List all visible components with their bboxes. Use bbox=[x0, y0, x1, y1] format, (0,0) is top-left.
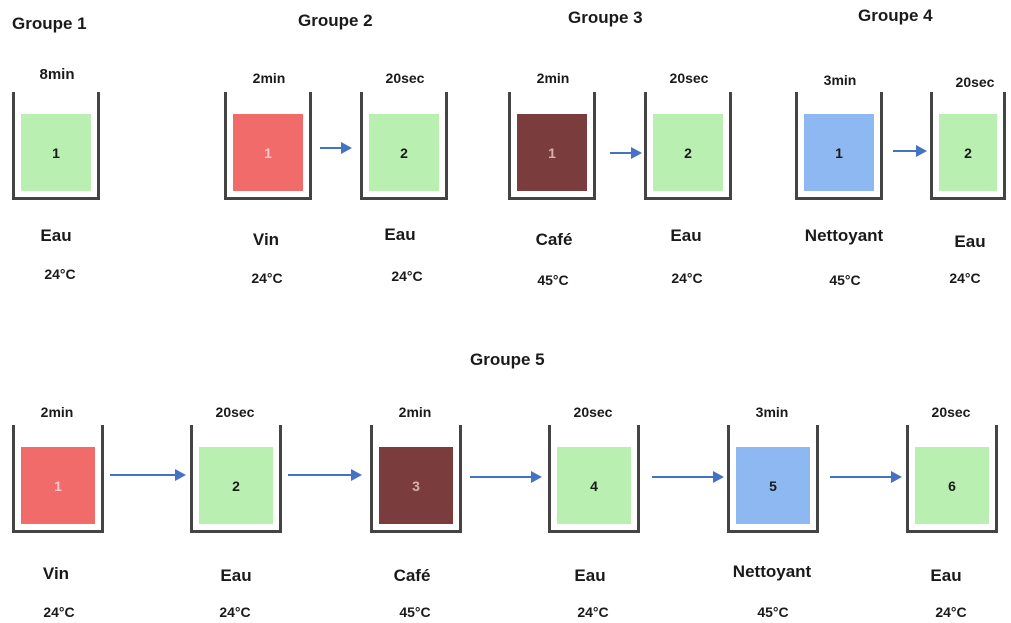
g5-beaker-4-number: 4 bbox=[590, 478, 598, 494]
g3-beaker-2: 2 bbox=[644, 92, 732, 200]
group-5-title: Groupe 5 bbox=[470, 350, 545, 370]
g4-beaker-2-temp: 24°C bbox=[920, 270, 1010, 286]
g2-beaker-2-liquid: Eau bbox=[330, 225, 470, 245]
g5-beaker-2: 2 bbox=[190, 425, 282, 533]
g2-beaker-1-liquid: Vin bbox=[196, 230, 336, 250]
g5-beaker-6-number: 6 bbox=[948, 478, 956, 494]
g3-beaker-2-number: 2 bbox=[684, 145, 692, 161]
g2-beaker-1: 1 bbox=[224, 92, 312, 200]
g5-beaker-1-liquid-fill: 1 bbox=[21, 447, 95, 524]
g1-beaker-1-number: 1 bbox=[52, 145, 60, 161]
g4-beaker-2-liquid: Eau bbox=[900, 232, 1011, 252]
g3-beaker-2-time: 20sec bbox=[644, 70, 734, 86]
g2-beaker-1-liquid-fill: 1 bbox=[233, 114, 303, 191]
g4-beaker-2-time: 20sec bbox=[930, 74, 1011, 90]
g4-beaker-1-temp: 45°C bbox=[800, 272, 890, 288]
g3-beaker-2-temp: 24°C bbox=[642, 270, 732, 286]
g4-beaker-1-number: 1 bbox=[835, 145, 843, 161]
g4-beaker-2-number: 2 bbox=[964, 145, 972, 161]
g1-beaker-1: 1 bbox=[12, 92, 100, 200]
g5-beaker-5: 5 bbox=[727, 425, 819, 533]
g1-beaker-1-liquid-fill: 1 bbox=[21, 114, 91, 191]
group-2-title: Groupe 2 bbox=[298, 11, 373, 31]
g5-arrow-2 bbox=[288, 468, 362, 482]
g5-beaker-2-liquid: Eau bbox=[166, 566, 306, 586]
group-3-title: Groupe 3 bbox=[568, 8, 643, 28]
g5-beaker-1-liquid: Vin bbox=[0, 564, 126, 584]
g1-beaker-1-temp: 24°C bbox=[15, 266, 105, 282]
g5-arrow-3 bbox=[470, 470, 542, 484]
g5-beaker-6-liquid-fill: 6 bbox=[915, 447, 989, 524]
g5-beaker-5-liquid-fill: 5 bbox=[736, 447, 810, 524]
g2-beaker-1-temp: 24°C bbox=[222, 270, 312, 286]
g2-arrow-1 bbox=[320, 141, 352, 155]
g4-beaker-1: 1 bbox=[795, 92, 883, 200]
g2-beaker-1-time: 2min bbox=[224, 70, 314, 86]
g5-beaker-2-temp: 24°C bbox=[190, 604, 280, 620]
g5-beaker-1-temp: 24°C bbox=[14, 604, 104, 620]
g5-beaker-3-liquid-fill: 3 bbox=[379, 447, 453, 524]
g5-beaker-5-time: 3min bbox=[727, 404, 817, 420]
g5-arrow-1 bbox=[110, 468, 186, 482]
g3-beaker-2-liquid: Eau bbox=[616, 226, 756, 246]
g3-arrow-1 bbox=[610, 146, 642, 160]
g5-beaker-6: 6 bbox=[906, 425, 998, 533]
g3-beaker-1: 1 bbox=[508, 92, 596, 200]
g5-beaker-6-time: 20sec bbox=[906, 404, 996, 420]
g5-beaker-6-liquid: Eau bbox=[876, 566, 1011, 586]
g5-beaker-1-number: 1 bbox=[54, 478, 62, 494]
g5-beaker-3-liquid: Café bbox=[342, 566, 482, 586]
g5-beaker-5-temp: 45°C bbox=[728, 604, 818, 620]
g2-beaker-1-number: 1 bbox=[264, 145, 272, 161]
g5-beaker-4-liquid: Eau bbox=[520, 566, 660, 586]
g5-beaker-1-time: 2min bbox=[12, 404, 102, 420]
group-4-title: Groupe 4 bbox=[858, 6, 933, 26]
g3-beaker-1-liquid-fill: 1 bbox=[517, 114, 587, 191]
g5-beaker-2-time: 20sec bbox=[190, 404, 280, 420]
g4-beaker-1-liquid: Nettoyant bbox=[774, 226, 914, 246]
g5-beaker-1: 1 bbox=[12, 425, 104, 533]
g5-beaker-3: 3 bbox=[370, 425, 462, 533]
g4-beaker-1-liquid-fill: 1 bbox=[804, 114, 874, 191]
g4-beaker-1-time: 3min bbox=[795, 72, 885, 88]
g5-beaker-3-time: 2min bbox=[370, 404, 460, 420]
g5-beaker-5-number: 5 bbox=[769, 478, 777, 494]
g5-beaker-6-temp: 24°C bbox=[906, 604, 996, 620]
g3-beaker-1-temp: 45°C bbox=[508, 272, 598, 288]
g5-beaker-4-temp: 24°C bbox=[548, 604, 638, 620]
g1-beaker-1-time: 8min bbox=[12, 66, 102, 83]
g5-beaker-2-number: 2 bbox=[232, 478, 240, 494]
group-1-title: Groupe 1 bbox=[12, 14, 87, 34]
g5-arrow-4 bbox=[652, 470, 724, 484]
g2-beaker-2-time: 20sec bbox=[360, 70, 450, 86]
g3-beaker-1-time: 2min bbox=[508, 70, 598, 86]
g5-beaker-5-liquid: Nettoyant bbox=[702, 562, 842, 582]
g4-beaker-2: 2 bbox=[930, 92, 1006, 200]
g1-beaker-1-liquid: Eau bbox=[0, 226, 126, 246]
g5-beaker-3-temp: 45°C bbox=[370, 604, 460, 620]
g5-beaker-2-liquid-fill: 2 bbox=[199, 447, 273, 524]
g4-beaker-2-liquid-fill: 2 bbox=[939, 114, 997, 191]
g5-beaker-4: 4 bbox=[548, 425, 640, 533]
g2-beaker-2: 2 bbox=[360, 92, 448, 200]
g2-beaker-2-number: 2 bbox=[400, 145, 408, 161]
g2-beaker-2-temp: 24°C bbox=[362, 268, 452, 284]
g3-beaker-2-liquid-fill: 2 bbox=[653, 114, 723, 191]
g5-beaker-4-time: 20sec bbox=[548, 404, 638, 420]
g3-beaker-1-number: 1 bbox=[548, 145, 556, 161]
g5-arrow-5 bbox=[830, 470, 902, 484]
g4-arrow-1 bbox=[893, 144, 927, 158]
g5-beaker-3-number: 3 bbox=[412, 478, 420, 494]
g2-beaker-2-liquid-fill: 2 bbox=[369, 114, 439, 191]
g5-beaker-4-liquid-fill: 4 bbox=[557, 447, 631, 524]
g3-beaker-1-liquid: Café bbox=[484, 230, 624, 250]
